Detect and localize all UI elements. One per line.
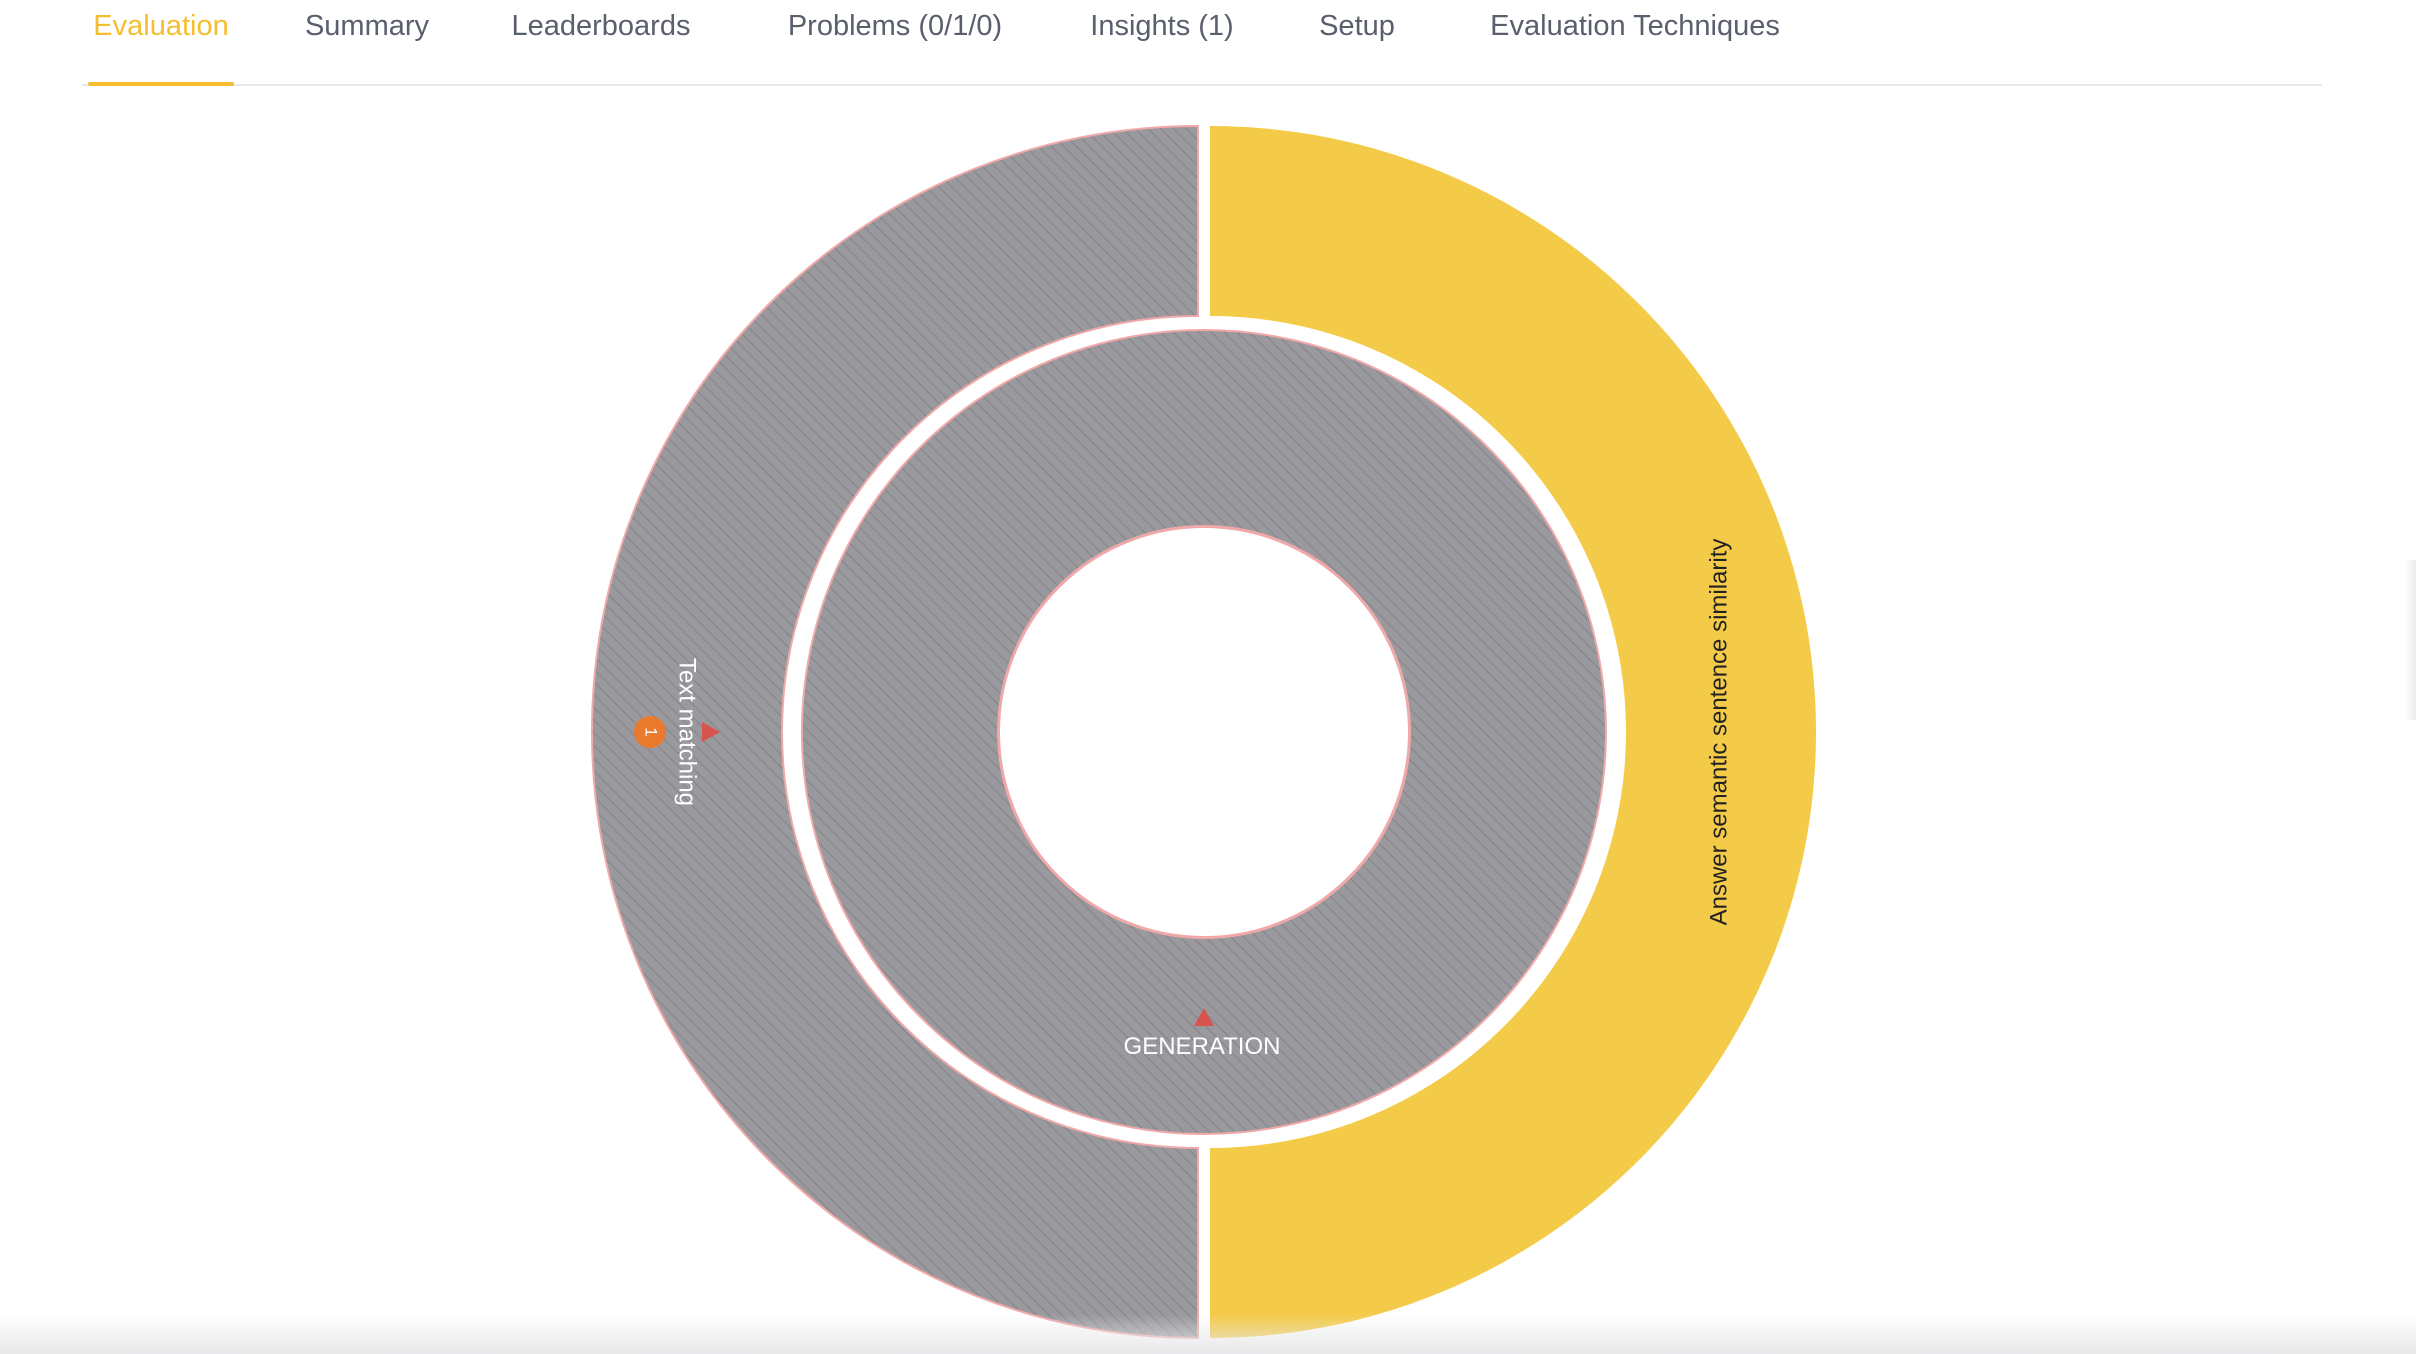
tab-label: Evaluation — [93, 10, 229, 42]
scroll-edge-shadow — [2404, 560, 2416, 720]
tab-summary[interactable]: Summary — [302, 10, 432, 84]
tab-evaluation[interactable]: Evaluation — [88, 10, 234, 86]
active-tab-indicator — [88, 82, 234, 86]
tab-evaluation-techniques[interactable]: Evaluation Techniques — [1470, 10, 1800, 84]
tab-label: Setup — [1319, 10, 1395, 42]
tab-bar: Evaluation Summary Leaderboards Problems… — [82, 0, 2322, 86]
answer-semantic-label: Answer semantic sentence similarity — [1705, 539, 1732, 926]
sunburst-center — [998, 526, 1410, 938]
warning-icon — [702, 722, 720, 742]
generation-label: GENERATION — [1124, 1033, 1281, 1060]
bottom-fade — [0, 1314, 2416, 1354]
tab-insights[interactable]: Insights (1) — [1082, 10, 1242, 84]
tab-problems[interactable]: Problems (0/1/0) — [780, 10, 1010, 84]
tab-label: Leaderboards — [511, 10, 691, 42]
answer-semantic-sentence-similarity-segment[interactable] — [1210, 126, 1816, 1338]
tab-label: Summary — [304, 10, 430, 42]
warning-icon — [1194, 1008, 1214, 1026]
tab-leaderboards[interactable]: Leaderboards — [506, 10, 696, 84]
insight-badge[interactable]: 1 — [634, 716, 666, 748]
tab-label: Insights (1) — [1090, 10, 1234, 42]
tab-label: Problems (0/1/0) — [787, 10, 1003, 42]
insight-badge-count: 1 — [642, 727, 661, 736]
text-matching-label: Text matching — [674, 658, 701, 806]
tab-label: Evaluation Techniques — [1490, 10, 1780, 42]
tab-setup[interactable]: Setup — [1310, 10, 1404, 84]
